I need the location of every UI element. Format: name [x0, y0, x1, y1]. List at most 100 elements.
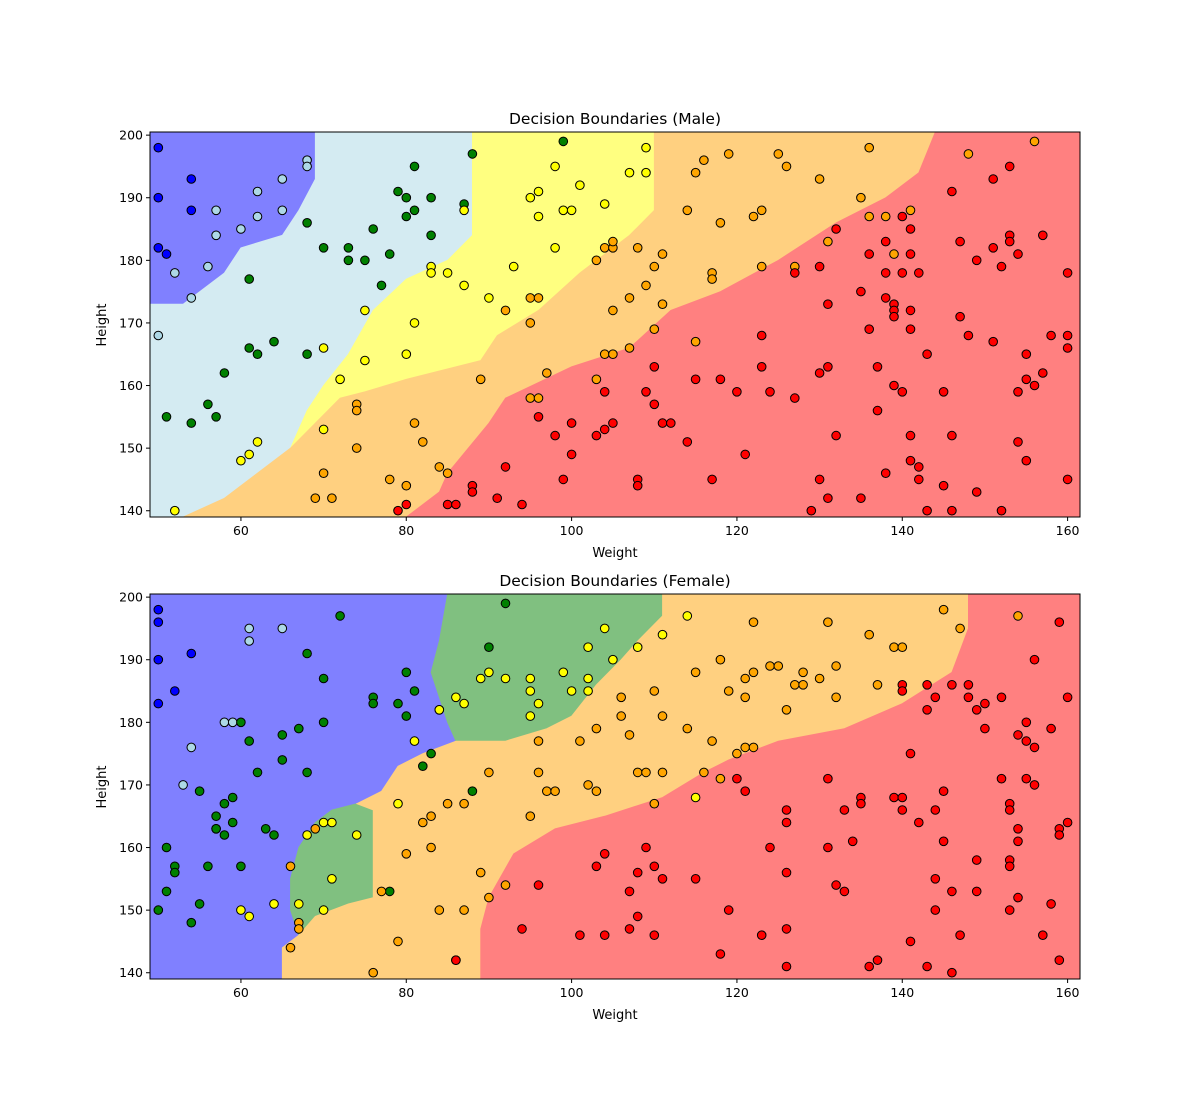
male-point-orange	[781, 161, 792, 172]
female-point-green	[252, 767, 263, 778]
female-point-red	[781, 867, 792, 878]
female-point-red	[1029, 654, 1040, 665]
female-point-orange	[938, 604, 949, 615]
male-chart-title: Decision Boundaries (Male)	[509, 110, 721, 128]
female-point-red	[938, 786, 949, 797]
male-x-axis-label: Weight	[592, 546, 637, 561]
female-y-tick-label: 170	[119, 777, 143, 792]
male-point-red	[393, 505, 403, 516]
female-subplot: Decision Boundaries (Female) Weight Heig…	[95, 572, 1081, 1023]
male-point-orange	[418, 437, 428, 447]
female-point-orange	[624, 730, 635, 740]
female-point-orange	[765, 661, 775, 671]
female-point-orange	[773, 661, 784, 671]
male-point-red	[707, 474, 717, 485]
male-point-red	[971, 255, 982, 266]
male-point-orange	[889, 249, 899, 259]
female-point-red	[980, 698, 990, 709]
female-point-blue	[153, 654, 164, 665]
female-point-orange	[831, 661, 841, 671]
male-point-red	[492, 493, 503, 504]
male-point-orange	[525, 293, 536, 303]
female-point-yellow	[294, 899, 304, 909]
male-point-red	[599, 387, 610, 397]
male-point-yellow	[401, 349, 412, 360]
female-point-red	[847, 836, 858, 847]
female-point-red	[781, 805, 792, 815]
female-point-red	[657, 874, 668, 884]
male-point-yellow	[624, 167, 635, 178]
female-point-orange	[781, 705, 792, 715]
female-point-green	[335, 611, 345, 621]
female-x-tick-label: 140	[890, 985, 914, 1000]
female-point-red	[690, 874, 701, 884]
female-point-red	[624, 886, 635, 897]
male-y-tick-label: 180	[119, 253, 143, 268]
male-point-orange	[533, 393, 544, 403]
male-point-red	[608, 418, 618, 428]
female-point-orange	[310, 824, 321, 834]
female-point-orange	[542, 786, 552, 797]
male-point-green	[203, 399, 213, 410]
male-point-red	[1038, 230, 1048, 241]
male-point-red	[790, 393, 800, 403]
male-x-tick-label: 60	[233, 523, 249, 538]
female-point-red	[947, 680, 957, 690]
female-point-orange	[484, 767, 494, 778]
male-point-yellow	[566, 205, 577, 216]
female-point-orange	[790, 680, 800, 690]
male-point-yellow	[533, 211, 544, 222]
male-point-red	[657, 418, 668, 428]
male-point-yellow	[335, 374, 345, 385]
male-point-red	[905, 455, 916, 466]
male-point-red	[856, 493, 866, 504]
male-point-red	[1004, 236, 1015, 247]
female-point-orange	[740, 742, 751, 753]
female-point-red	[930, 805, 941, 815]
male-point-red	[566, 418, 577, 428]
female-point-orange	[393, 936, 403, 947]
female-point-red	[599, 930, 610, 941]
male-point-red	[1021, 374, 1032, 385]
male-point-orange	[657, 249, 668, 259]
male-point-orange	[525, 393, 536, 403]
female-point-orange	[583, 780, 593, 790]
male-point-red	[1013, 437, 1023, 447]
female-point-orange	[814, 673, 825, 684]
male-point-lightblue	[236, 224, 246, 234]
female-point-orange	[723, 686, 734, 696]
male-point-orange	[641, 280, 651, 291]
female-point-orange	[418, 817, 428, 828]
male-point-yellow	[459, 205, 469, 216]
female-point-orange	[442, 798, 453, 809]
female-point-lightblue	[227, 717, 238, 728]
female-point-green	[236, 861, 246, 872]
female-point-blue	[153, 617, 164, 628]
male-point-green	[393, 186, 403, 197]
female-point-red	[1021, 717, 1032, 728]
female-point-yellow	[327, 817, 337, 828]
female-point-yellow	[484, 667, 494, 678]
male-point-red	[947, 505, 957, 516]
female-point-green	[227, 817, 238, 828]
female-plot-area	[150, 594, 1080, 979]
female-point-red	[517, 924, 527, 934]
female-point-orange	[715, 654, 726, 665]
male-point-green	[244, 274, 254, 284]
female-point-orange	[616, 711, 627, 721]
female-point-red	[831, 880, 841, 890]
female-point-yellow	[318, 817, 329, 828]
male-point-red	[938, 387, 949, 397]
male-point-orange	[591, 374, 602, 385]
male-x-tick-label: 80	[398, 523, 414, 538]
male-point-lightblue	[170, 268, 180, 278]
male-point-red	[996, 505, 1007, 516]
female-point-orange	[748, 617, 759, 628]
male-point-red	[599, 424, 610, 435]
male-point-yellow	[459, 280, 469, 291]
male-point-yellow	[426, 268, 436, 278]
female-point-green	[161, 886, 172, 897]
male-point-orange	[327, 493, 337, 504]
male-point-orange	[773, 149, 784, 159]
